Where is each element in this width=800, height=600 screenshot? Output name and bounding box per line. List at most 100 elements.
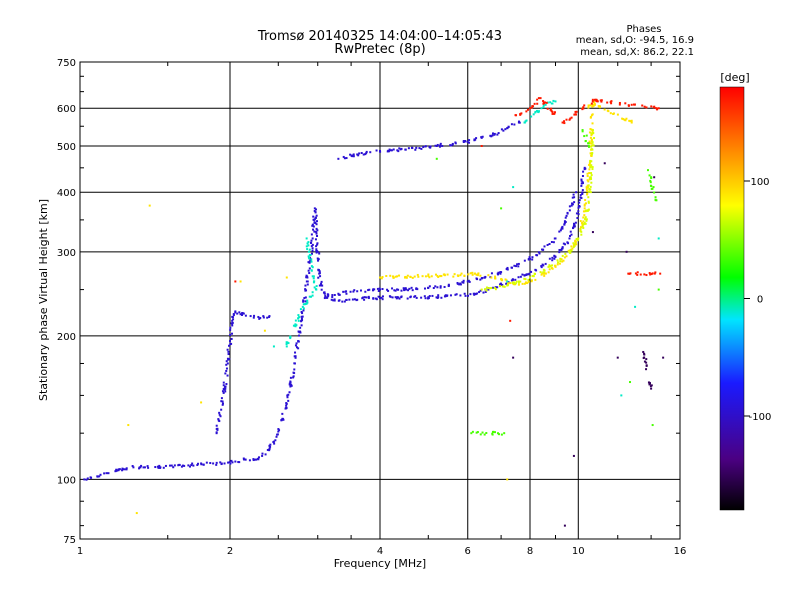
data-point (650, 185, 653, 188)
data-point (333, 298, 336, 301)
data-point (575, 110, 578, 113)
data-point (435, 144, 438, 147)
data-point (379, 276, 381, 279)
data-point (537, 251, 540, 254)
data-point (573, 196, 576, 199)
data-point (582, 170, 585, 173)
data-point (183, 464, 186, 467)
data-point (215, 461, 218, 464)
data-point (509, 319, 512, 322)
data-point (480, 136, 483, 139)
data-point (388, 148, 391, 151)
data-point (549, 101, 552, 104)
data-point (221, 390, 224, 393)
data-point (297, 314, 300, 317)
data-point (391, 296, 394, 299)
data-point (550, 109, 553, 112)
data-point (420, 147, 423, 150)
data-point (131, 465, 134, 468)
data-point (305, 280, 308, 283)
data-point (459, 283, 462, 286)
data-point (506, 268, 509, 271)
data-point (523, 121, 526, 124)
data-point (556, 263, 559, 266)
data-point (599, 105, 602, 108)
data-point (292, 376, 295, 379)
data-point (531, 256, 534, 259)
data-point (527, 273, 530, 276)
data-point (552, 99, 555, 102)
data-point (227, 353, 230, 356)
data-point (140, 464, 143, 467)
data-point (342, 155, 345, 158)
data-point (600, 100, 603, 103)
data-point (587, 180, 590, 183)
data-point (439, 142, 442, 145)
data-point (343, 300, 346, 303)
data-point (287, 342, 290, 345)
data-point (589, 152, 592, 155)
data-point (573, 113, 576, 116)
data-point (440, 275, 443, 278)
data-point (575, 191, 578, 194)
data-point (304, 288, 307, 291)
data-point (318, 270, 321, 273)
data-point (316, 257, 319, 260)
data-point (138, 467, 141, 470)
data-point (439, 275, 442, 278)
data-point (428, 285, 431, 288)
data-point (387, 289, 390, 292)
data-point (634, 305, 637, 308)
data-point (218, 420, 221, 423)
data-point (541, 248, 544, 251)
data-point (363, 298, 366, 301)
data-point (543, 271, 546, 274)
data-point (300, 317, 303, 320)
data-point (526, 108, 529, 111)
data-point (502, 129, 505, 132)
data-point (406, 274, 409, 277)
data-point (302, 309, 305, 312)
data-point (479, 433, 482, 436)
data-point (269, 443, 272, 446)
data-point (645, 358, 648, 361)
data-point (118, 468, 121, 471)
data-point (162, 466, 165, 469)
data-point (472, 292, 475, 295)
data-point (591, 130, 594, 133)
data-point (548, 268, 551, 271)
data-point (532, 275, 535, 278)
data-point (593, 102, 596, 105)
data-point (507, 125, 510, 128)
data-point (493, 431, 496, 434)
data-point (536, 102, 539, 105)
data-point (587, 200, 590, 203)
data-point (99, 473, 102, 476)
data-point (209, 462, 212, 465)
data-point (320, 288, 323, 291)
data-point (564, 216, 567, 219)
data-point (592, 103, 595, 106)
data-point (479, 289, 482, 292)
data-point (653, 176, 656, 179)
data-point (333, 293, 336, 296)
data-point (584, 216, 587, 219)
data-point (304, 284, 307, 287)
data-point (234, 311, 237, 314)
data-point (517, 276, 520, 279)
data-point (285, 404, 288, 407)
data-point (548, 257, 551, 260)
data-point (641, 104, 644, 107)
data-point (225, 367, 228, 370)
data-point (568, 209, 571, 212)
data-point (552, 241, 555, 244)
data-point (248, 459, 251, 462)
x-tick-label: 1 (77, 546, 83, 557)
data-point (562, 242, 565, 245)
data-point (657, 288, 660, 291)
data-point (493, 286, 496, 289)
data-point (549, 108, 552, 111)
data-point (575, 237, 578, 240)
data-point (307, 261, 310, 264)
data-point (551, 112, 554, 115)
